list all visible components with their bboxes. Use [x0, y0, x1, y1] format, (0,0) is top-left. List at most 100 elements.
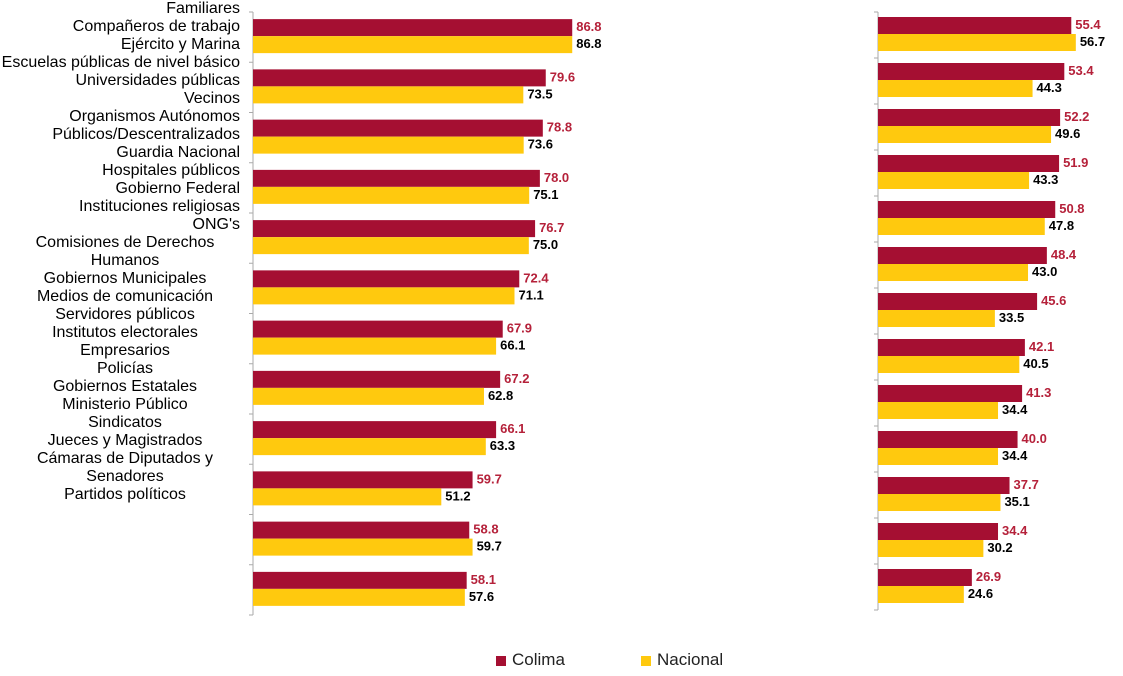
bar: [878, 494, 1001, 511]
category-label: ONG's: [192, 216, 241, 233]
value-label: 63.3: [490, 438, 515, 453]
bar: [253, 370, 501, 388]
category-label: Medios de comunicación: [36, 288, 214, 305]
value-label: 78.0: [544, 170, 569, 185]
category-label: Escuelas públicas de nivel básico: [1, 54, 240, 71]
bar: [253, 237, 529, 255]
value-label: 44.3: [1037, 80, 1062, 95]
category-label: Gobierno Federal: [115, 180, 240, 197]
bar: [253, 387, 484, 405]
value-label: 86.8: [576, 36, 601, 51]
value-label: 34.4: [1002, 402, 1028, 417]
category-label: Compañeros de trabajo: [72, 18, 240, 35]
legend-swatch: [496, 656, 506, 666]
value-label: 55.4: [1075, 17, 1101, 32]
bar: [253, 320, 503, 338]
bar: [253, 186, 530, 204]
value-label: 34.4: [1002, 448, 1028, 463]
value-label: 43.3: [1033, 172, 1058, 187]
bar: [878, 569, 972, 586]
category-label: Policías: [96, 360, 154, 377]
bar: [878, 477, 1010, 494]
bar: [253, 220, 536, 238]
value-label: 71.1: [518, 287, 543, 302]
value-label: 47.8: [1049, 218, 1074, 233]
value-label: 40.5: [1023, 356, 1048, 371]
category-label: Cámaras de Diputados y Senadores: [36, 450, 214, 485]
value-label: 58.8: [473, 522, 498, 537]
value-label: 48.4: [1051, 247, 1077, 262]
bar: [878, 63, 1065, 80]
legend-label: Colima: [512, 650, 565, 669]
category-label: Jueces y Magistrados: [47, 432, 203, 449]
bar: [878, 356, 1020, 373]
bar: [878, 247, 1047, 264]
bar: [253, 119, 543, 137]
category-label: Gobiernos Estatales: [52, 378, 198, 395]
value-label: 62.8: [488, 388, 513, 403]
value-label: 73.6: [528, 137, 553, 152]
category-label: Sindicatos: [88, 414, 162, 431]
bar: [253, 471, 473, 489]
value-label: 42.1: [1029, 339, 1054, 354]
legend-label: Nacional: [657, 650, 724, 669]
category-label: Guardia Nacional: [116, 144, 240, 161]
category-label: Organismos Autónomos Públicos/Descentral…: [52, 108, 240, 143]
category-label: Partidos políticos: [64, 486, 186, 503]
bar: [253, 169, 540, 187]
bar: [878, 431, 1018, 448]
bar: [878, 540, 984, 557]
category-label: Institutos electorales: [52, 324, 198, 341]
bar: [253, 337, 497, 355]
value-label: 67.2: [504, 371, 529, 386]
value-label: 72.4: [523, 270, 549, 285]
bar: [253, 136, 524, 154]
category-label: Hospitales públicos: [102, 162, 240, 179]
value-label: 57.6: [469, 589, 494, 604]
value-label: 75.0: [533, 237, 558, 252]
category-label: Vecinos: [183, 90, 240, 107]
value-label: 67.9: [507, 321, 532, 336]
bar: [878, 201, 1056, 218]
value-label: 52.2: [1064, 109, 1089, 124]
bar: [253, 270, 520, 288]
legend-swatch: [641, 656, 651, 666]
value-label: 59.7: [477, 539, 502, 554]
value-label: 43.0: [1032, 264, 1057, 279]
value-label: 50.8: [1059, 201, 1084, 216]
value-label: 51.2: [445, 488, 470, 503]
category-label: Instituciones religiosas: [79, 198, 240, 215]
bar: [878, 586, 964, 603]
bar: [253, 488, 442, 506]
bar: [878, 155, 1060, 172]
category-label: Ministerio Público: [62, 396, 188, 413]
bar: [878, 80, 1033, 97]
bar: [253, 588, 465, 606]
bar: [878, 385, 1023, 402]
bar: [253, 287, 515, 305]
bar: [253, 438, 486, 456]
value-label: 24.6: [968, 586, 993, 601]
value-label: 75.1: [533, 187, 558, 202]
value-label: 34.4: [1002, 523, 1028, 538]
value-label: 66.1: [500, 338, 525, 353]
value-label: 78.8: [547, 120, 572, 135]
bar: [878, 448, 999, 465]
bar: [878, 17, 1072, 34]
category-label: Familiares: [166, 0, 240, 17]
value-label: 26.9: [976, 569, 1001, 584]
value-label: 76.7: [539, 220, 564, 235]
value-label: 40.0: [1022, 431, 1047, 446]
category-label: Universidades públicas: [75, 72, 240, 89]
category-label: Empresarios: [80, 342, 170, 359]
bar: [878, 126, 1052, 143]
value-label: 66.1: [500, 421, 525, 436]
bar: [878, 402, 999, 419]
bar: [878, 172, 1030, 189]
value-label: 73.5: [527, 86, 552, 101]
bar: [253, 421, 497, 439]
value-label: 37.7: [1014, 477, 1039, 492]
value-label: 56.7: [1080, 34, 1105, 49]
